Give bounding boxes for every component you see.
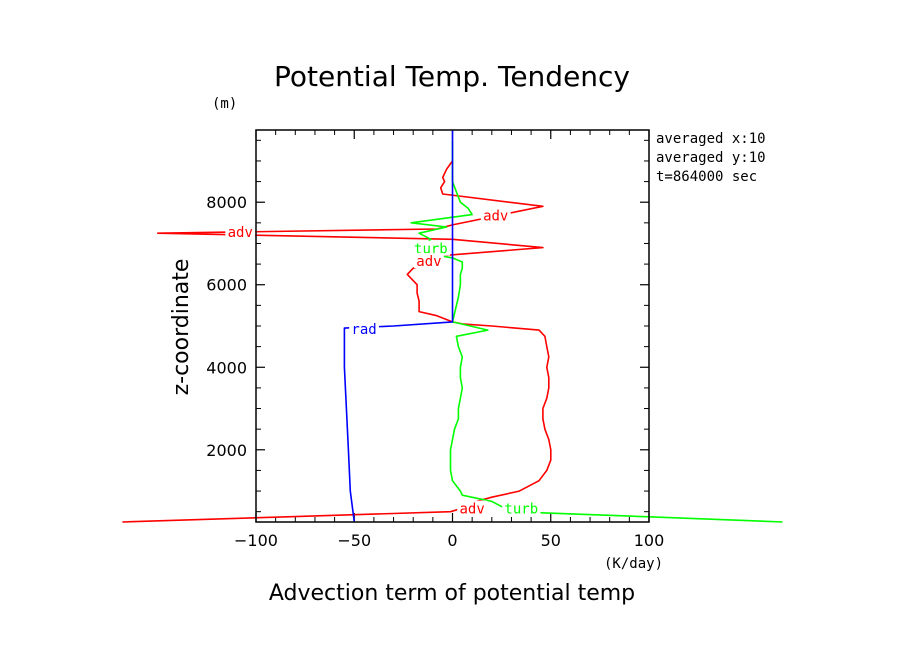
series-label-bg (349, 321, 379, 337)
series-label-rad: rad (351, 322, 376, 338)
y-tick-label: 4000 (206, 358, 247, 377)
info-line: t=864000 sec (656, 169, 757, 185)
series-label-adv: adv (460, 502, 485, 518)
series-label-bg (502, 500, 541, 516)
y-tick-label: 8000 (206, 193, 247, 212)
x-tick-label: −50 (337, 531, 371, 550)
x-axis-label: Advection term of potential temp (269, 581, 635, 606)
series-label-bg (480, 207, 511, 223)
axis-ticks: −100 −50 0 50 100 2000 4000 6000 8000 (206, 130, 664, 550)
x-unit-label: (K/day) (604, 556, 663, 572)
series-label-adv: adv (416, 254, 441, 270)
x-tick-label: 0 (447, 531, 457, 550)
series-label-bg (457, 500, 488, 516)
y-tick-label: 6000 (206, 276, 247, 295)
series-label-bg (225, 224, 256, 240)
series-line-rad (343, 130, 454, 523)
series-label-bg (411, 240, 451, 256)
y-axis-label: z-coordinate (169, 259, 194, 396)
plot-frame (255, 129, 650, 523)
series-label-turb: turb (504, 502, 538, 518)
info-box: averaged x:10 averaged y:10 t=864000 sec (656, 131, 766, 185)
series-label-adv: adv (483, 209, 508, 225)
x-tick-label: 100 (634, 531, 665, 550)
x-tick-label: −100 (234, 531, 278, 550)
info-line: averaged x:10 (656, 131, 766, 147)
series-line-turb (410, 140, 783, 523)
series-label-bg (414, 253, 444, 269)
chart-title: Potential Temp. Tendency (274, 60, 630, 93)
info-line: averaged y:10 (656, 150, 766, 166)
x-tick-label: 50 (541, 531, 561, 550)
series-label-adv: adv (228, 225, 253, 241)
series-lines (122, 130, 783, 523)
y-unit-label: (m) (212, 96, 237, 112)
y-tick-label: 2000 (206, 441, 247, 460)
